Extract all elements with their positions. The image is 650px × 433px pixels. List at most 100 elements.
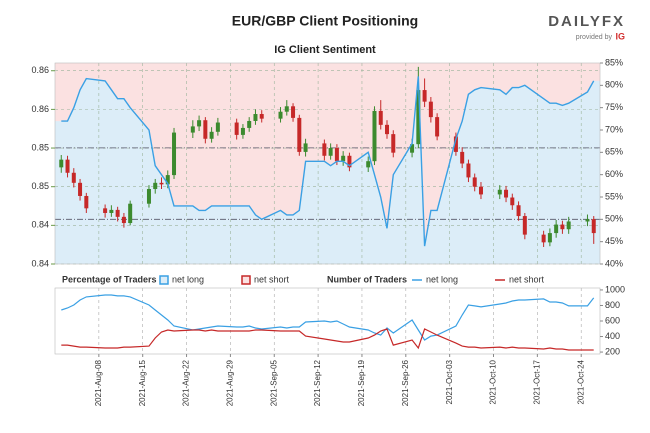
y-tick-label: 600 xyxy=(605,315,620,325)
candle-body xyxy=(541,234,546,243)
candle-body xyxy=(522,216,527,235)
y-tick-label: 0.86 xyxy=(31,65,49,75)
candle-body xyxy=(428,101,433,118)
y2-tick-label: 85% xyxy=(605,57,623,67)
candle-body xyxy=(209,131,214,139)
candle-body xyxy=(303,143,308,152)
logo-ig: IG xyxy=(615,31,625,41)
candle-body xyxy=(197,120,202,127)
candle-body xyxy=(165,175,170,185)
legend-title: Number of Traders xyxy=(327,274,407,284)
x-tick-label: 2021-Aug-22 xyxy=(182,359,191,406)
candle-body xyxy=(291,106,296,118)
candle-body xyxy=(378,110,383,125)
candle-body xyxy=(109,209,114,213)
y-tick-label: 0.84 xyxy=(31,220,49,230)
candle-body xyxy=(259,114,264,119)
candle-body xyxy=(253,114,258,121)
candle-body xyxy=(328,148,333,156)
candle-body xyxy=(215,122,220,132)
candle-body xyxy=(516,205,521,217)
candle-body xyxy=(128,203,133,224)
candle-body xyxy=(203,120,208,139)
candle-body xyxy=(78,182,83,196)
legend-swatch xyxy=(159,275,169,285)
y-tick-label: 0.85 xyxy=(31,181,49,191)
candle-body xyxy=(472,177,477,187)
candle-body xyxy=(153,182,158,190)
candle-body xyxy=(497,189,502,195)
candle-body xyxy=(347,155,352,168)
candle-body xyxy=(372,110,377,162)
candle-body xyxy=(334,148,339,162)
y2-tick-label: 50% xyxy=(605,214,623,224)
candle-body xyxy=(560,224,565,230)
x-tick-label: 2021-Sep-26 xyxy=(401,359,410,406)
x-tick-label: 2021-Sep-12 xyxy=(313,359,322,406)
x-tick-label: 2021-Oct-24 xyxy=(576,359,585,404)
candle-body xyxy=(172,132,177,176)
candle-body xyxy=(190,126,195,133)
candle-body xyxy=(566,221,571,230)
series-line xyxy=(61,294,595,341)
legend-label: net long xyxy=(426,274,458,284)
candle-body xyxy=(71,172,76,183)
candle-body xyxy=(159,182,164,185)
x-tick-label: 2021-Oct-10 xyxy=(489,359,498,404)
candle-body xyxy=(460,151,465,164)
candle-body xyxy=(466,163,471,178)
legend-title: Percentage of Traders xyxy=(62,274,157,284)
candle-body xyxy=(416,90,421,145)
x-tick-label: 2021-Aug-29 xyxy=(226,359,235,406)
candle-body xyxy=(385,124,390,135)
candle-body xyxy=(478,186,483,195)
y-tick-label: 0.84 xyxy=(31,258,49,268)
candle-body xyxy=(591,219,596,234)
x-tick-label: 2021-Oct-17 xyxy=(532,359,541,404)
x-tick-label: 2021-Aug-15 xyxy=(138,359,147,406)
candle-body xyxy=(247,120,252,128)
y-tick-label: 400 xyxy=(605,331,620,341)
legend-swatch xyxy=(241,275,251,285)
chart-subtitle: IG Client Sentiment xyxy=(274,44,376,56)
candle-body xyxy=(366,161,371,168)
candle-body xyxy=(410,144,415,153)
candle-body xyxy=(422,90,427,102)
candle-body xyxy=(146,189,151,204)
candle-body xyxy=(65,159,70,173)
x-tick-label: 2021-Sep-19 xyxy=(357,359,366,406)
candle-body xyxy=(341,155,346,162)
y2-tick-label: 60% xyxy=(605,169,623,179)
y-tick-label: 200 xyxy=(605,346,620,356)
candle-body xyxy=(435,117,440,137)
candle-body xyxy=(115,209,120,217)
candle-body xyxy=(391,134,396,153)
candle-body xyxy=(234,122,239,135)
net-long-line xyxy=(61,76,595,247)
candle-body xyxy=(297,117,302,152)
y-tick-label: 0.86 xyxy=(31,104,49,114)
series-line xyxy=(61,328,594,351)
legend-label: net short xyxy=(509,274,545,284)
y-tick-label: 0.85 xyxy=(31,142,49,152)
logo: DAILYFX xyxy=(548,13,625,30)
y2-tick-label: 65% xyxy=(605,147,623,157)
candle-body xyxy=(510,197,515,206)
candle-body xyxy=(284,106,289,112)
logo-provided-by: provided by xyxy=(576,34,613,41)
candle-body xyxy=(585,219,590,222)
y-tick-label: 800 xyxy=(605,300,620,310)
legend-label: net long xyxy=(172,274,204,284)
candle-body xyxy=(504,189,509,198)
y2-tick-label: 80% xyxy=(605,80,623,90)
chart-title: EUR/GBP Client Positioning xyxy=(232,13,418,29)
candle-body xyxy=(554,224,559,234)
x-tick-label: 2021-Sep-05 xyxy=(269,359,278,406)
candle-body xyxy=(121,216,126,224)
plot-frame xyxy=(54,62,601,265)
candle-body xyxy=(240,127,245,135)
candle-body xyxy=(103,208,108,213)
candle-body xyxy=(547,233,552,243)
